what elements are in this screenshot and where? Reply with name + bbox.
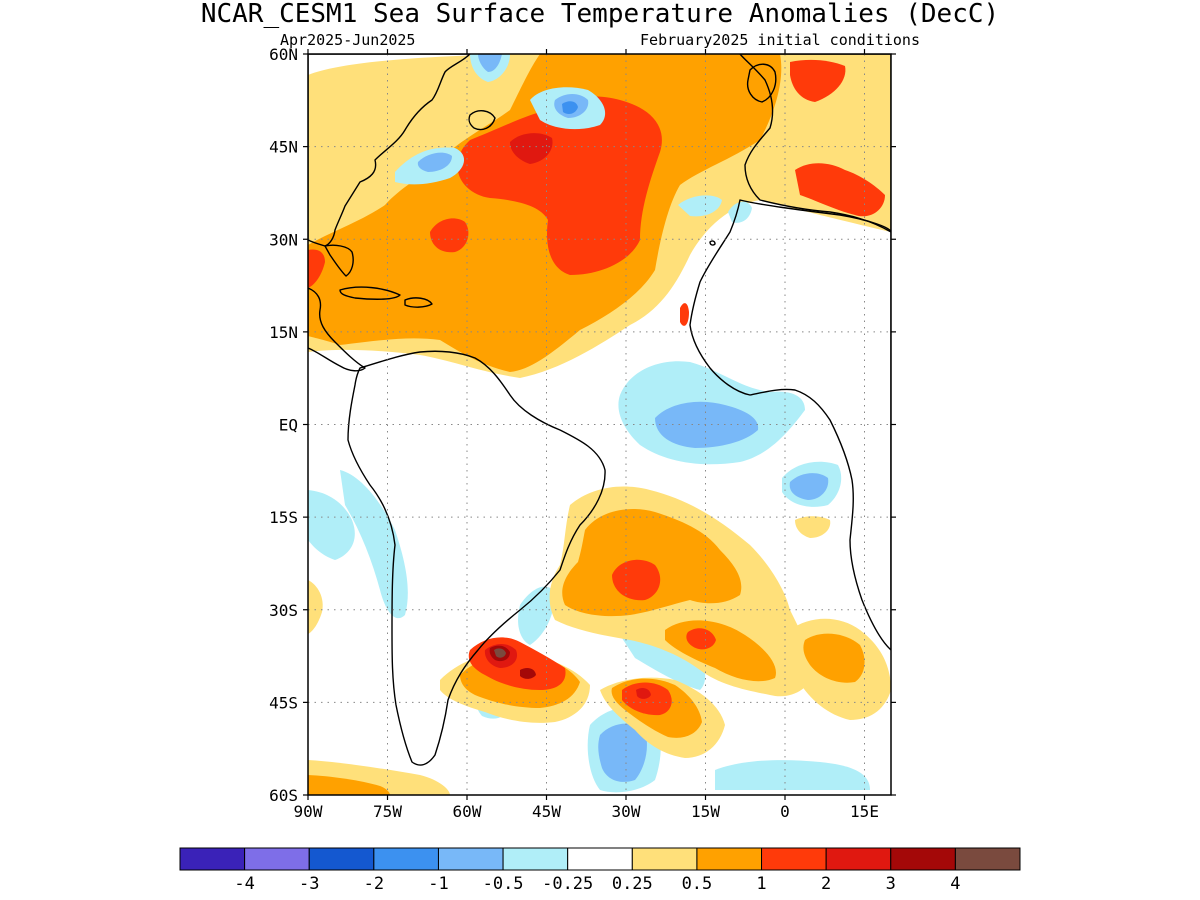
anomaly-cool-argentina: [518, 586, 555, 645]
latitude-axis: 60N 45N 30N 15N EQ 15S 30S 45S 60S: [269, 45, 896, 805]
lon-tick-label: 15E: [850, 802, 879, 821]
colorbar-label: 4: [950, 874, 960, 894]
anomaly-red-canary: [680, 303, 689, 326]
anomaly-red-west: [430, 218, 469, 253]
anomaly-blue-gulfguinea: [789, 473, 829, 500]
south-america: [347, 350, 606, 766]
cuba: [339, 286, 401, 300]
anomaly-cool-azores: [678, 195, 722, 217]
anomaly-red-north: [457, 96, 662, 275]
anomaly-red-south-center: [612, 559, 661, 601]
hispaniola: [404, 297, 433, 308]
colorbar-label: 3: [886, 874, 896, 894]
anomaly-brown-southwest: [494, 648, 506, 658]
newfoundland: [468, 110, 496, 131]
lat-tick-label: 30S: [269, 601, 298, 620]
period-subtitle: Apr2025-Jun2025: [280, 31, 415, 49]
anomaly-cool-pacific-peru: [308, 490, 355, 560]
lon-tick-label: 60W: [453, 802, 482, 821]
colorbar-segment: [954, 847, 1021, 871]
anomaly-red-south-2: [622, 682, 672, 716]
anomaly-red-europe: [790, 59, 846, 102]
lon-tick-label: 0: [780, 802, 790, 821]
anomaly-warm-pacific-west: [308, 580, 323, 634]
lat-tick-label: 15N: [269, 323, 298, 342]
colorbar-segment: [308, 847, 375, 871]
lat-tick-label: 45S: [269, 693, 298, 712]
anomaly-blue-newengland: [417, 152, 452, 172]
colorbar-label: 0.5: [682, 874, 713, 894]
lon-tick-label: 15W: [691, 802, 720, 821]
anomaly-blue-subantarctic: [598, 723, 647, 782]
initial-conditions-subtitle: February2025 initial conditions: [640, 31, 920, 49]
anomaly-orange-south: [562, 509, 742, 617]
anomaly-darkred-southwest-2: [520, 667, 536, 679]
anomaly-blue-equatorial: [655, 401, 759, 448]
colorbar-label: -1: [428, 874, 448, 894]
anomaly-red-caribbean: [308, 249, 325, 288]
colorbar-label: 1: [756, 874, 766, 894]
lon-tick-label: 90W: [294, 802, 323, 821]
colorbar-segment: [244, 847, 310, 871]
colorbar-segment: [761, 847, 827, 871]
anomaly-cool-iberia: [728, 201, 752, 223]
colorbar-label: -0.25: [542, 874, 593, 894]
colorbar-label: 0.25: [612, 874, 653, 894]
colorbar-segment: [373, 847, 439, 871]
florida: [324, 244, 354, 277]
colorbar-segment: [437, 847, 504, 871]
colorbar-segment: [631, 847, 698, 871]
lat-tick-label: 60N: [269, 45, 298, 64]
anomaly-orange-southeast: [803, 633, 865, 683]
colorbar-label: 2: [821, 874, 831, 894]
map-title: NCAR_CESM1 Sea Surface Temperature Anoma…: [201, 0, 999, 29]
colorbar-label: -2: [364, 874, 384, 894]
colorbar-segment: [825, 847, 892, 871]
british-isles: [746, 63, 777, 103]
lon-tick-label: 30W: [612, 802, 641, 821]
anomaly-cool-pacific-chile: [340, 470, 408, 619]
lon-tick-label: 45W: [532, 802, 561, 821]
central-america: [308, 287, 366, 372]
lat-tick-label: 30N: [269, 230, 298, 249]
colorbar: -4 -3 -2 -1 -0.5 -0.25 0.25 0.5 1 2 3 4: [179, 847, 1021, 894]
colorbar-segment: [179, 847, 246, 871]
anomaly-warm-namibia: [795, 516, 831, 538]
anomaly-cool-south-far: [715, 760, 870, 790]
anomaly-darkred-south-2: [636, 687, 651, 699]
colorbar-segment: [502, 847, 569, 871]
lat-tick-label: 60S: [269, 786, 298, 805]
anomaly-blue-greenland: [478, 54, 502, 72]
gridlines: [308, 54, 891, 795]
anomaly-field: [308, 54, 891, 795]
anomaly-darkblue-labrador: [562, 101, 578, 115]
anomaly-red-south-east: [686, 628, 716, 650]
lon-tick-label: 75W: [373, 802, 402, 821]
colorbar-segment: [696, 847, 763, 871]
colorbar-segment: [567, 847, 633, 871]
lat-tick-label: 45N: [269, 138, 298, 157]
lat-tick-label: 15S: [269, 508, 298, 527]
colorbar-label: -0.5: [483, 874, 524, 894]
colorbar-label: -4: [234, 874, 254, 894]
europe: [739, 54, 891, 233]
anomaly-darkred-north: [510, 133, 553, 164]
longitude-axis: 90W 75W 60W 45W 30W 15W 0 15E: [294, 49, 879, 821]
anomaly-red-mediterranean: [795, 163, 885, 217]
north-america: [308, 54, 471, 247]
anomaly-orange-bottom-left: [308, 775, 390, 795]
colorbar-segment: [890, 847, 956, 871]
canary-islands: [709, 240, 716, 246]
colorbar-label: -3: [299, 874, 319, 894]
lat-tick-label: EQ: [279, 416, 298, 435]
